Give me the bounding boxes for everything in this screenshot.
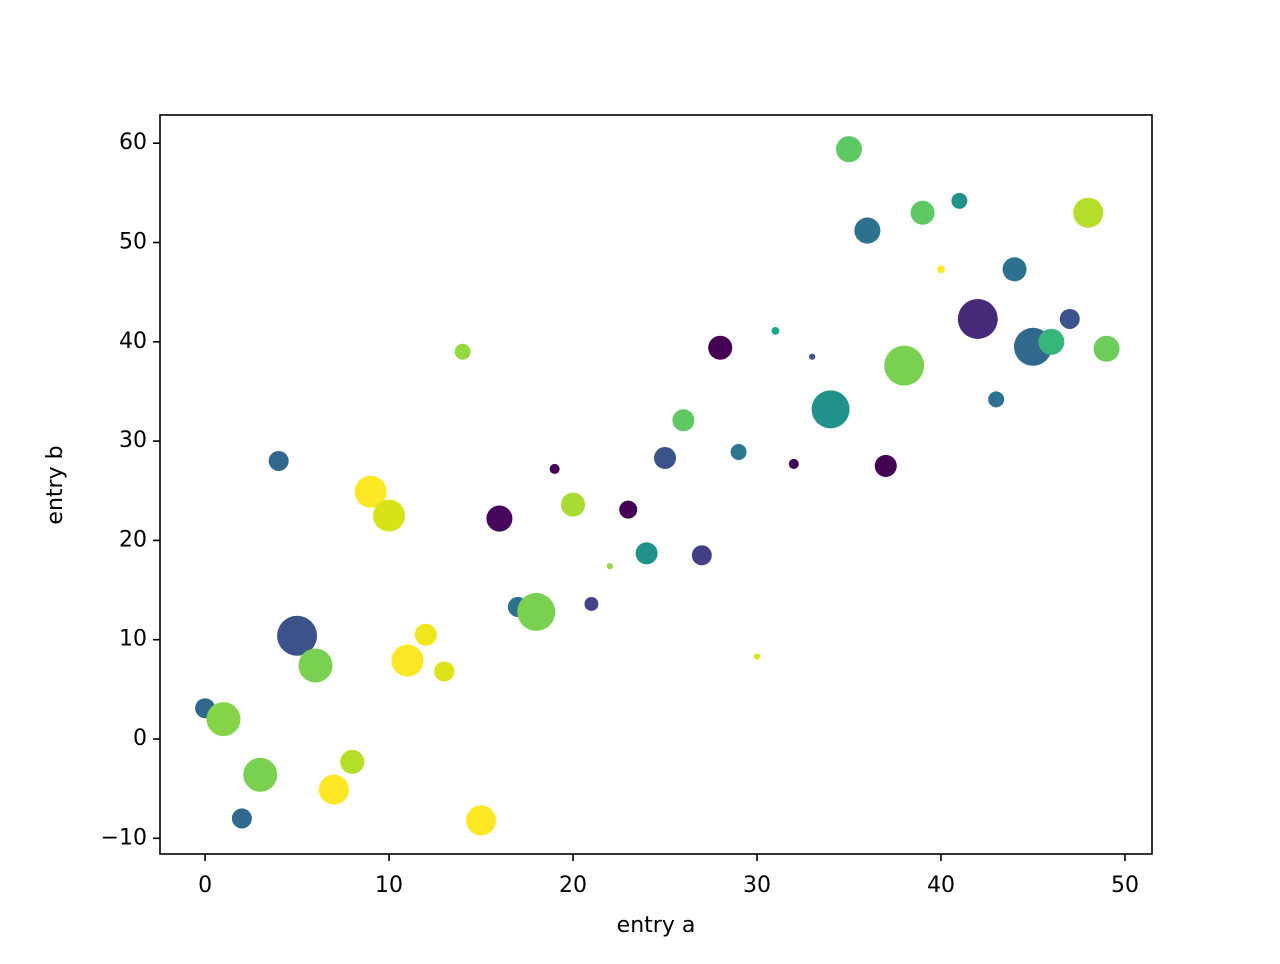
scatter-point bbox=[937, 265, 945, 274]
scatter-point bbox=[318, 774, 349, 805]
x-tick-label: 40 bbox=[927, 873, 955, 898]
scatter-point bbox=[277, 615, 318, 656]
y-tick-label: 20 bbox=[119, 527, 147, 552]
y-tick-label: 60 bbox=[119, 130, 147, 155]
y-tick-label: 0 bbox=[133, 726, 147, 751]
scatter-point bbox=[1073, 197, 1104, 228]
scatter-point bbox=[606, 563, 613, 570]
scatter-point bbox=[988, 391, 1005, 408]
scatter-point bbox=[517, 592, 556, 631]
scatter-point bbox=[354, 475, 387, 508]
x-tick-label: 50 bbox=[1111, 873, 1139, 898]
scatter-point bbox=[708, 335, 733, 360]
scatter-point bbox=[1038, 328, 1065, 355]
scatter-point bbox=[231, 808, 252, 829]
scatter-point bbox=[206, 702, 241, 737]
scatter-point bbox=[298, 648, 333, 683]
scatter-point bbox=[788, 458, 799, 469]
scatter-point bbox=[414, 623, 437, 646]
scatter-point bbox=[653, 446, 677, 470]
y-tick-label: 10 bbox=[119, 627, 147, 652]
x-tick-label: 10 bbox=[375, 873, 403, 898]
scatter-point bbox=[951, 192, 968, 209]
scatter-point bbox=[835, 136, 863, 163]
scatter-point bbox=[809, 353, 816, 360]
y-axis-label: entry b bbox=[43, 445, 68, 524]
scatter-point bbox=[243, 757, 278, 792]
x-tick-label: 20 bbox=[559, 873, 587, 898]
x-tick-label: 30 bbox=[743, 873, 771, 898]
scatter-point bbox=[753, 653, 761, 660]
scatter-point bbox=[434, 661, 455, 682]
y-tick-label: 50 bbox=[119, 230, 147, 255]
scatter-point bbox=[691, 545, 712, 566]
y-tick-label: 40 bbox=[119, 329, 147, 354]
scatter-point bbox=[957, 298, 998, 339]
y-tick-label: 30 bbox=[119, 428, 147, 453]
scatter-point bbox=[1059, 308, 1080, 329]
scatter-point bbox=[1093, 335, 1120, 362]
plot-frame bbox=[159, 114, 1153, 855]
scatter-point bbox=[549, 463, 560, 474]
scatter-point bbox=[672, 409, 695, 432]
scatter-point bbox=[486, 505, 513, 532]
x-axis-label: entry a bbox=[617, 913, 696, 938]
scatter-point bbox=[454, 343, 471, 360]
scatter-point bbox=[268, 450, 289, 471]
scatter-point bbox=[373, 499, 406, 532]
x-tick-label: 0 bbox=[198, 873, 212, 898]
scatter-point bbox=[910, 200, 935, 225]
scatter-point bbox=[340, 749, 365, 774]
scatter-point bbox=[560, 492, 586, 517]
scatter-point bbox=[854, 217, 881, 244]
scatter-point bbox=[874, 454, 897, 477]
scatter-point bbox=[771, 326, 780, 335]
scatter-point bbox=[635, 542, 658, 565]
scatter-point bbox=[884, 345, 925, 386]
scatter-point bbox=[391, 644, 424, 677]
scatter-point bbox=[811, 390, 850, 429]
scatter-point bbox=[619, 500, 638, 519]
y-tick-label: −10 bbox=[101, 825, 147, 850]
scatter-point bbox=[1002, 257, 1027, 282]
scatter-point bbox=[466, 805, 497, 836]
scatter-point bbox=[584, 597, 599, 611]
scatter-point bbox=[730, 444, 747, 461]
